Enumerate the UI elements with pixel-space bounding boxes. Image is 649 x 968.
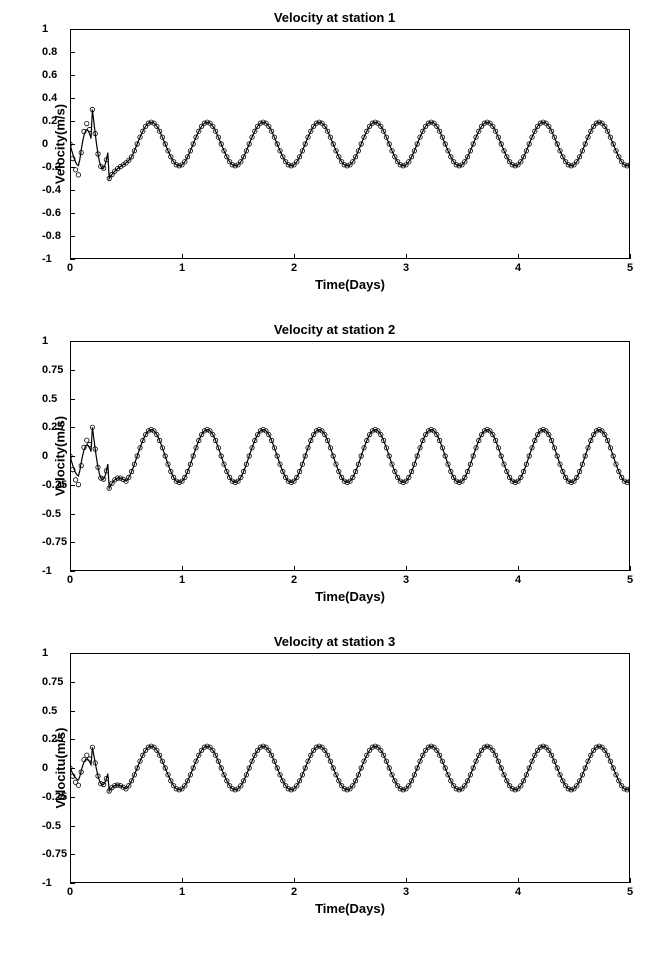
y-tick-label: 0.25	[42, 421, 63, 433]
x-tick-label: 4	[515, 886, 521, 898]
y-tick-label: -0.8	[42, 230, 61, 242]
y-tick-label: -0.2	[42, 161, 61, 173]
x-tick-label: 1	[179, 886, 185, 898]
x-tick-label: 3	[403, 574, 409, 586]
y-tick-mark	[70, 883, 75, 884]
x-tick-label: 3	[403, 262, 409, 274]
x-tick-label: 3	[403, 886, 409, 898]
x-tick-mark	[630, 566, 631, 571]
marker-point	[73, 478, 77, 482]
line-series	[70, 110, 630, 179]
y-tick-mark	[70, 259, 75, 260]
y-tick-label: -0.5	[42, 820, 61, 832]
x-tick-label: 5	[627, 262, 633, 274]
y-tick-label: 0.25	[42, 733, 63, 745]
x-tick-label: 0	[67, 886, 73, 898]
y-tick-label: 0.5	[42, 393, 57, 405]
chart-title: Velocity at station 1	[10, 10, 649, 25]
x-tick-label: 2	[291, 886, 297, 898]
y-tick-label: -0.6	[42, 207, 61, 219]
y-tick-label: -0.25	[42, 791, 67, 803]
marker-point	[76, 173, 80, 177]
chart-panel-3: Velocity at station 3 Velocitu(m/s)012345…	[10, 634, 649, 916]
chart-title: Velocity at station 2	[10, 322, 649, 337]
x-axis-label: Time(Days)	[70, 901, 630, 916]
x-tick-mark	[630, 878, 631, 883]
x-tick-label: 5	[627, 574, 633, 586]
y-tick-mark	[70, 571, 75, 572]
marker-point	[85, 121, 89, 125]
y-tick-label: -0.4	[42, 184, 61, 196]
y-tick-label: -0.75	[42, 848, 67, 860]
plot-area: Velocity(m/s)012345-1-0.8-0.6-0.4-0.200.…	[70, 29, 630, 259]
marker-point	[76, 482, 80, 486]
y-tick-label: -0.75	[42, 536, 67, 548]
plot-svg	[70, 29, 630, 259]
y-tick-label: -1	[42, 253, 52, 265]
line-series	[70, 746, 630, 791]
y-tick-label: -0.5	[42, 508, 61, 520]
y-tick-label: 1	[42, 335, 48, 347]
y-tick-label: -0.25	[42, 479, 67, 491]
plot-svg	[70, 341, 630, 571]
x-tick-label: 4	[515, 574, 521, 586]
y-tick-label: 0.6	[42, 69, 57, 81]
x-tick-mark	[630, 254, 631, 259]
plot-svg	[70, 653, 630, 883]
y-tick-label: 0.4	[42, 92, 57, 104]
y-tick-label: 0.8	[42, 46, 57, 58]
y-tick-label: 1	[42, 23, 48, 35]
x-tick-label: 1	[179, 262, 185, 274]
y-tick-label: 0.75	[42, 364, 63, 376]
x-tick-label: 2	[291, 574, 297, 586]
y-tick-label: 0	[42, 450, 48, 462]
y-tick-label: 0	[42, 138, 48, 150]
plot-area: Velocity(m/s)012345-1-0.75-0.5-0.2500.25…	[70, 341, 630, 571]
chart-title: Velocity at station 3	[10, 634, 649, 649]
plot-area: Velocitu(m/s)012345-1-0.75-0.5-0.2500.25…	[70, 653, 630, 883]
x-tick-label: 4	[515, 262, 521, 274]
x-tick-label: 1	[179, 574, 185, 586]
x-tick-label: 5	[627, 886, 633, 898]
y-tick-label: 0.75	[42, 676, 63, 688]
y-tick-label: 1	[42, 647, 48, 659]
marker-point	[73, 168, 77, 172]
x-axis-label: Time(Days)	[70, 277, 630, 292]
chart-panel-1: Velocity at station 1 Velocity(m/s)012345…	[10, 10, 649, 292]
y-tick-label: 0.2	[42, 115, 57, 127]
x-axis-label: Time(Days)	[70, 589, 630, 604]
marker-point	[76, 783, 80, 787]
y-tick-label: 0.5	[42, 705, 57, 717]
y-tick-label: -1	[42, 565, 52, 577]
x-tick-label: 0	[67, 262, 73, 274]
x-tick-label: 0	[67, 574, 73, 586]
marker-point	[85, 438, 89, 442]
y-tick-label: 0	[42, 762, 48, 774]
chart-panel-2: Velocity at station 2 Velocity(m/s)012345…	[10, 322, 649, 604]
x-tick-label: 2	[291, 262, 297, 274]
y-tick-label: -1	[42, 877, 52, 889]
